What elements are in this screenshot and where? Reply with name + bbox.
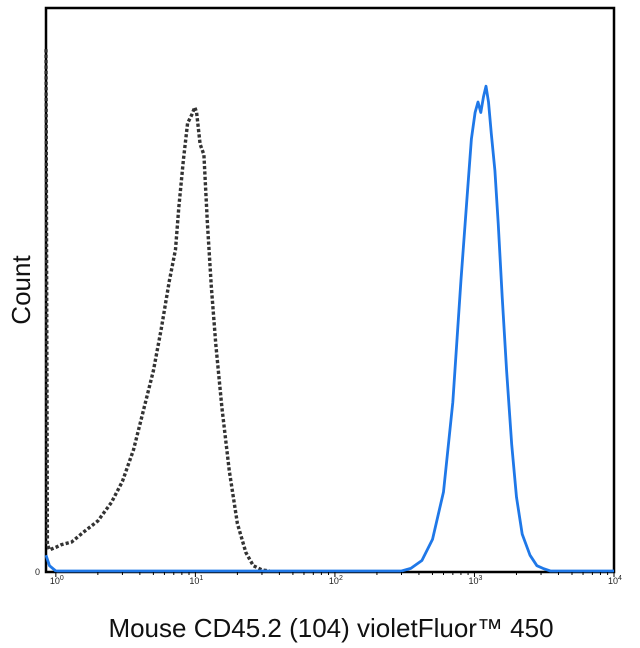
x-tick-label: 102: [329, 575, 343, 586]
x-axis-title: Mouse CD45.2 (104) violetFluor™ 450: [108, 613, 553, 643]
x-tick-label: 101: [189, 575, 203, 586]
histogram-series-2-solid: [44, 84, 614, 573]
x-tick-label: 100: [50, 575, 64, 586]
y-axis-title: Count: [6, 255, 36, 325]
histogram-series-1-dotted: [44, 49, 270, 573]
y-axis-zero-label: 0: [35, 567, 40, 577]
x-tick-label: 104: [608, 575, 622, 586]
plot-frame: [44, 6, 616, 574]
x-tick-layer: 100 101 102 103 104: [50, 572, 622, 586]
series-layer: [44, 49, 614, 573]
x-tick-label: 103: [468, 575, 482, 586]
